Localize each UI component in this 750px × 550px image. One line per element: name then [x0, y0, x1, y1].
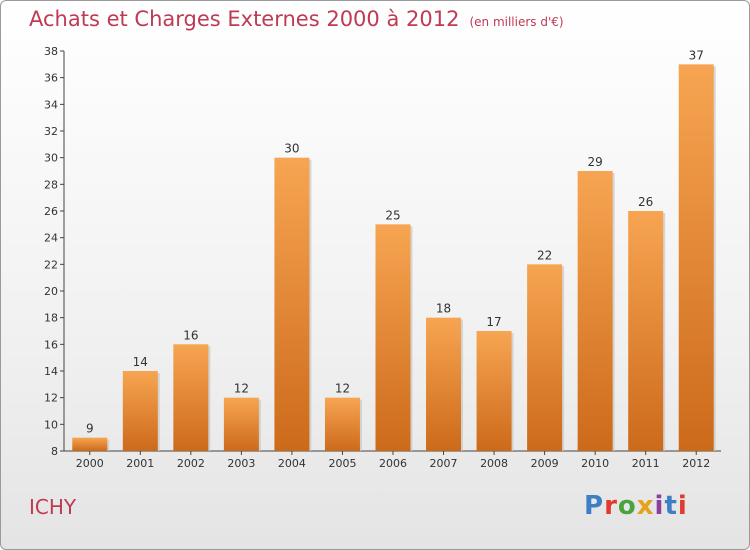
chart-subtitle: (en milliers d'€) — [469, 15, 564, 29]
bar — [577, 171, 613, 451]
bar — [426, 317, 462, 451]
place-name: ICHY — [29, 495, 77, 519]
y-tick-label: 36 — [44, 72, 58, 85]
bar-value-label: 29 — [588, 155, 603, 169]
bar-value-label: 37 — [689, 48, 704, 62]
y-tick-label: 34 — [44, 98, 58, 111]
bar-value-label: 12 — [335, 382, 350, 396]
x-tick-label: 2010 — [581, 457, 609, 470]
bar-value-label: 26 — [638, 195, 653, 209]
y-tick-label: 32 — [44, 125, 58, 138]
bar-value-label: 9 — [86, 422, 94, 436]
brand-logo-letter: o — [617, 491, 637, 521]
y-tick-label: 8 — [51, 445, 58, 458]
chart-title: Achats et Charges Externes 2000 à 2012 (e… — [29, 7, 564, 31]
chart-bars: 9 14 16 12 30 12 25 18 17 22 29 26 37 — [72, 48, 716, 452]
y-tick-label: 14 — [44, 365, 58, 378]
y-tick-label: 16 — [44, 338, 58, 351]
y-tick-label: 10 — [44, 418, 58, 431]
brand-logo-letter: r — [604, 491, 618, 521]
bar-value-label: 18 — [436, 302, 451, 316]
bar — [72, 437, 108, 451]
bar-value-label: 25 — [385, 208, 400, 222]
brand-logo-letter: P — [584, 491, 605, 521]
x-tick-label: 2007 — [430, 457, 458, 470]
bar — [527, 264, 563, 451]
bar — [375, 224, 411, 451]
x-tick-label: 2000 — [76, 457, 104, 470]
bar-value-label: 22 — [537, 248, 552, 262]
bar-value-label: 14 — [133, 355, 148, 369]
y-tick-label: 26 — [44, 205, 58, 218]
y-tick-label: 28 — [44, 178, 58, 191]
x-tick-label: 2012 — [682, 457, 710, 470]
bar — [678, 64, 714, 452]
x-tick-label: 2005 — [328, 457, 356, 470]
bar — [476, 331, 512, 451]
bar-value-label: 30 — [284, 142, 299, 156]
brand-logo-letter: i — [677, 491, 688, 521]
bar — [173, 344, 209, 451]
bar-value-label: 16 — [183, 328, 198, 342]
x-tick-label: 2004 — [278, 457, 306, 470]
bar-value-label: 12 — [234, 382, 249, 396]
brand-logo[interactable]: Proxiti — [584, 491, 688, 521]
y-tick-label: 12 — [44, 392, 58, 405]
brand-logo-letter: t — [664, 491, 678, 521]
y-tick-label: 20 — [44, 285, 58, 298]
x-tick-label: 2006 — [379, 457, 407, 470]
y-tick-label: 30 — [44, 152, 58, 165]
y-tick-label: 22 — [44, 258, 58, 271]
brand-logo-letter: i — [654, 491, 665, 521]
bar — [628, 211, 664, 451]
x-tick-label: 2011 — [632, 457, 660, 470]
y-tick-label: 24 — [44, 232, 58, 245]
x-tick-label: 2003 — [227, 457, 255, 470]
y-tick-label: 18 — [44, 312, 58, 325]
bar — [122, 371, 158, 451]
chart-title-text: Achats et Charges Externes 2000 à 2012 — [29, 7, 460, 31]
bar — [274, 157, 310, 451]
x-tick-label: 2008 — [480, 457, 508, 470]
x-tick-label: 2001 — [126, 457, 154, 470]
bar-value-label: 17 — [486, 315, 501, 329]
bar — [324, 397, 360, 451]
chart-axes: 8 10 12 14 16 18 20 22 24 26 28 30 32 34 36 38 2000 2001 2… — [44, 45, 721, 470]
x-tick-label: 2002 — [177, 457, 205, 470]
brand-logo-letter: x — [636, 491, 655, 521]
x-tick-label: 2009 — [531, 457, 559, 470]
y-tick-label: 38 — [44, 45, 58, 58]
bar — [223, 397, 259, 451]
